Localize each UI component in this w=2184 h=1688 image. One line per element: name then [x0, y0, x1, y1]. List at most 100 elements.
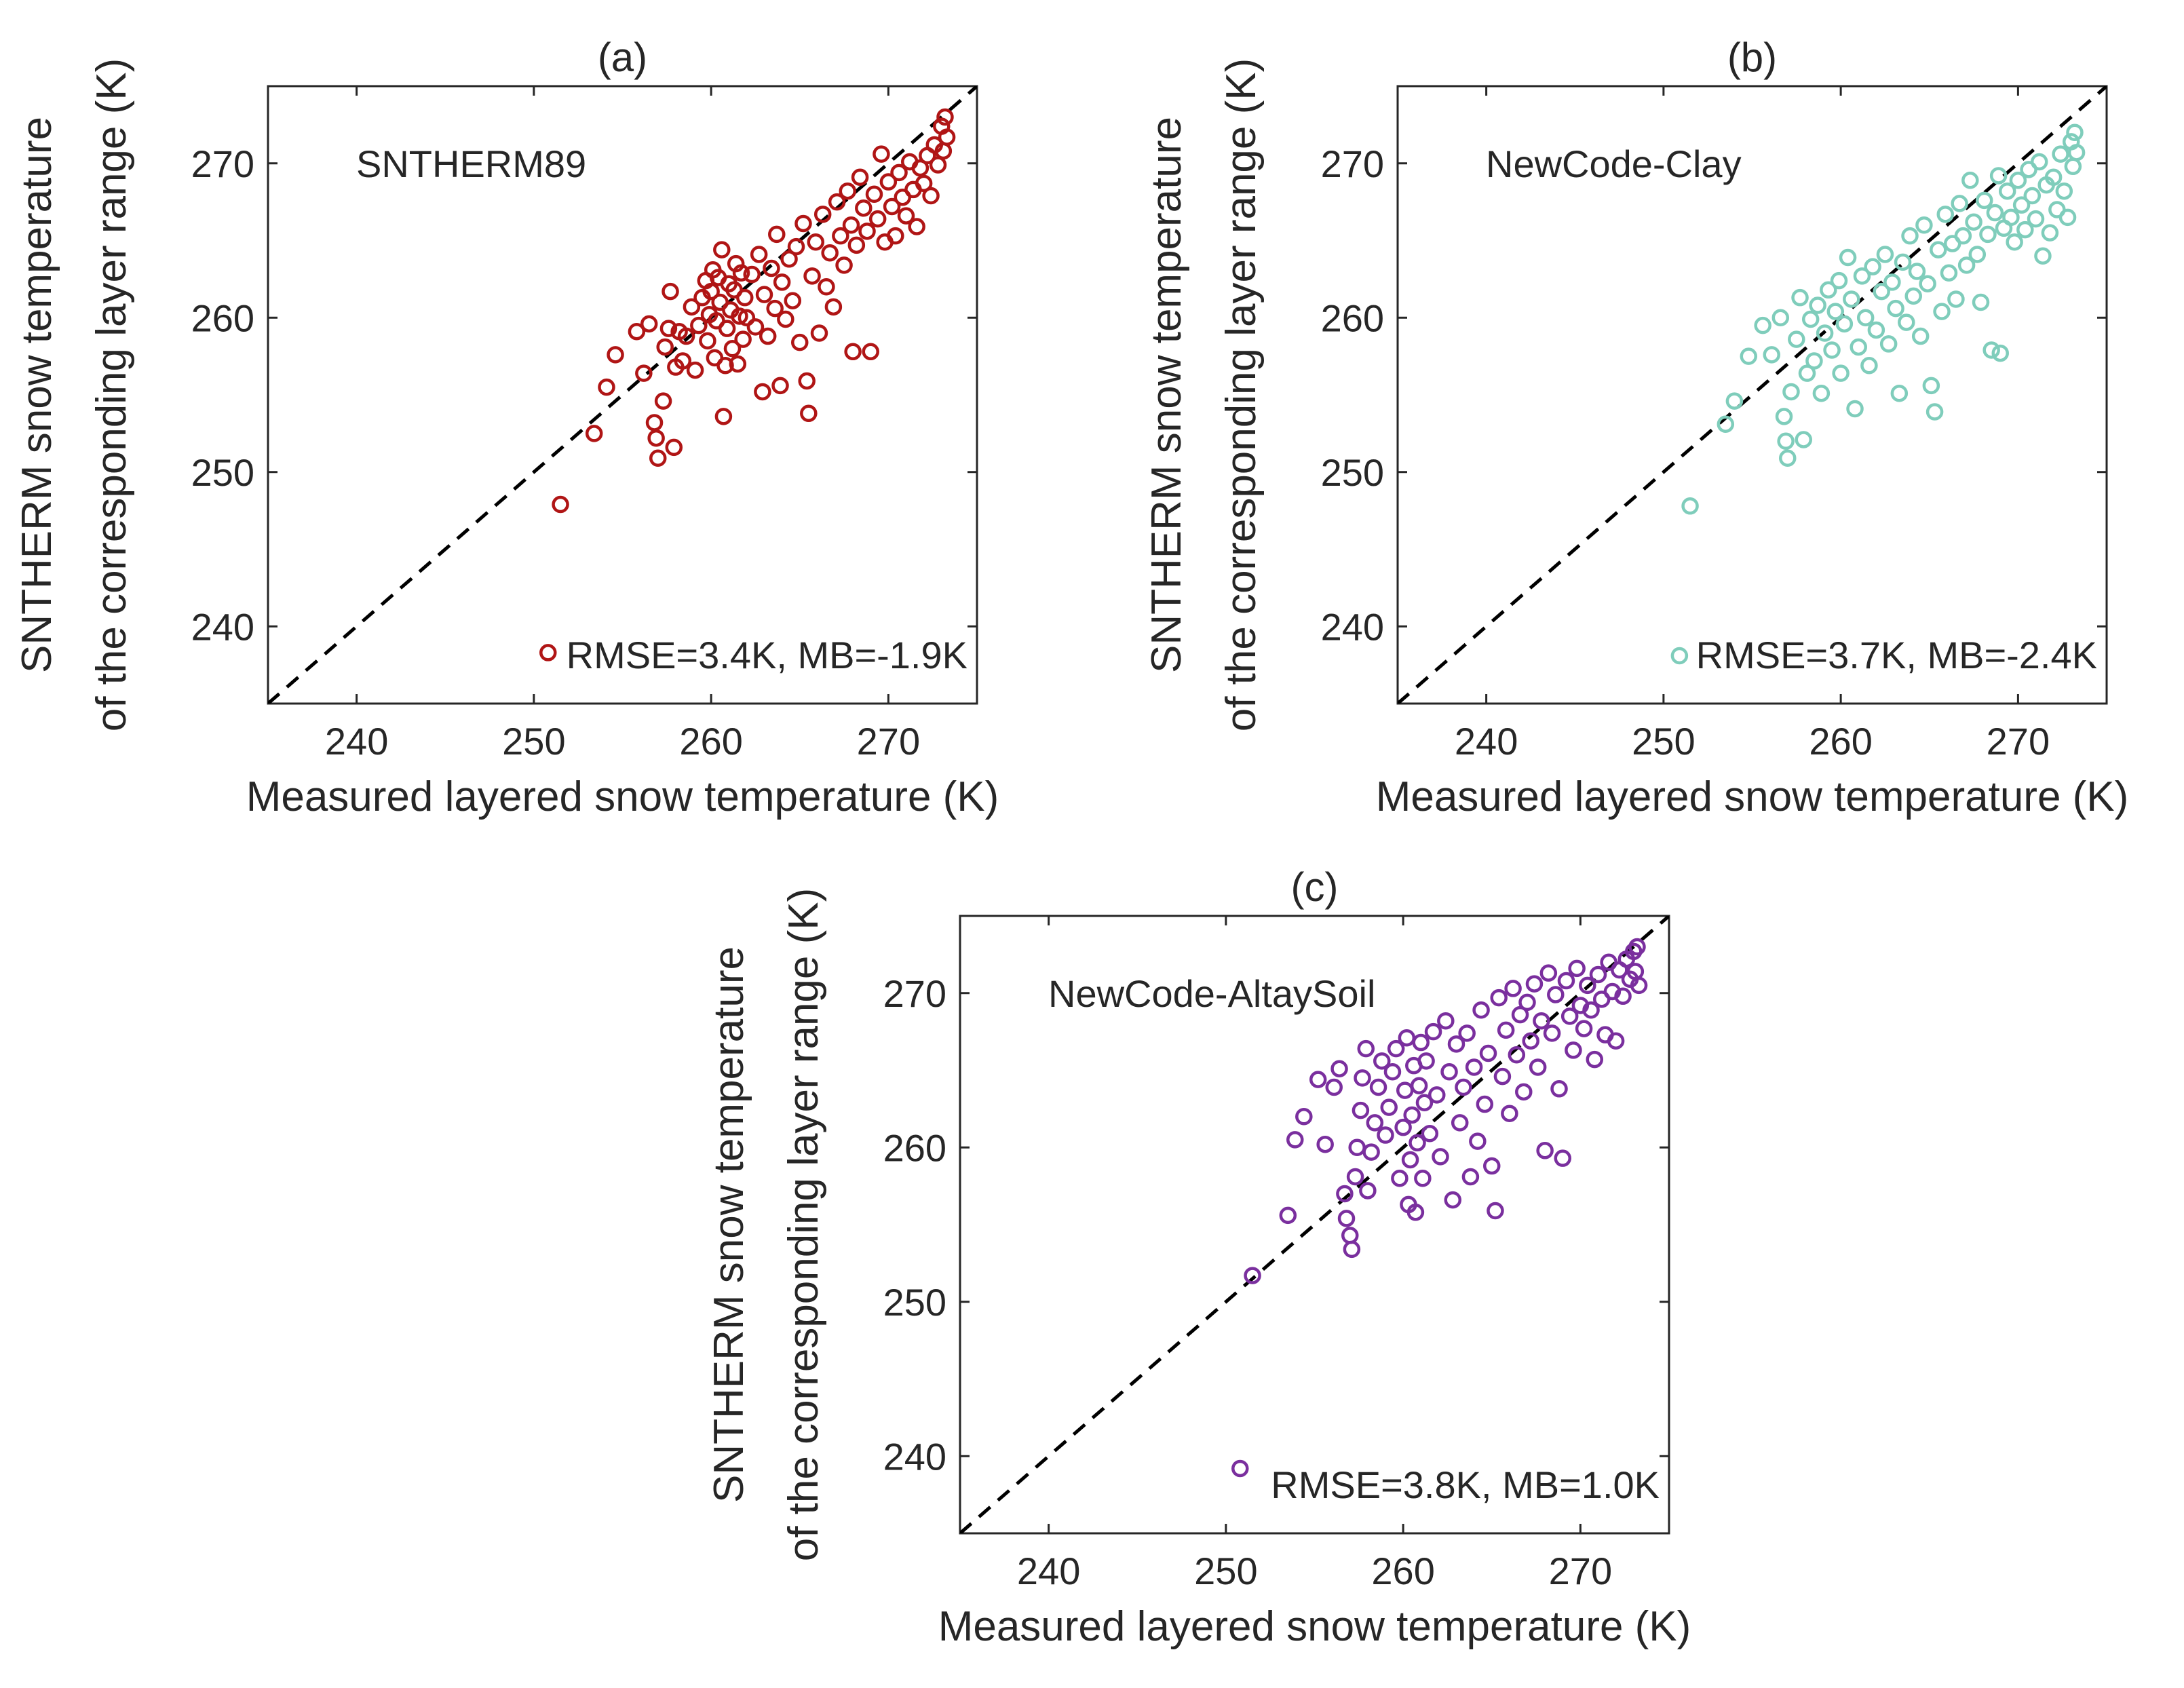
y-axis-label-line1: SNTHERM snow temperature — [14, 117, 60, 673]
scatter-point — [1940, 264, 1958, 282]
scatter-point — [1998, 182, 2016, 200]
scatter-point — [1483, 1157, 1501, 1175]
scatter-point — [2067, 144, 2086, 161]
y-tick-label: 250 — [191, 451, 254, 494]
scatter-point — [1465, 1058, 1483, 1076]
scatter-point — [1586, 1050, 1604, 1069]
scatter-point — [1383, 1063, 1402, 1081]
scatter-point — [1901, 227, 1919, 245]
scatter-point — [2052, 145, 2069, 163]
panel-c: 240 250 260 270 240 250 260 270 NewCode-AltaySoi… — [706, 864, 1691, 1650]
x-tick-label: 240 — [325, 720, 388, 763]
panel-b: 240 250 260 270 240 250 260 270 NewCode-Clay RMSE… — [1143, 35, 2128, 820]
scatter-point — [855, 199, 873, 217]
scatter-point — [1369, 1078, 1387, 1096]
scatter-point — [2044, 168, 2063, 186]
scatter-point — [865, 185, 883, 203]
scatter-point — [1409, 1134, 1426, 1152]
scatter-point — [1908, 263, 1926, 280]
scatter-point — [716, 357, 734, 375]
scatter-point — [1437, 1012, 1455, 1030]
scatter-point — [754, 383, 771, 401]
scatter-point — [1628, 938, 1646, 956]
scatter-point — [862, 343, 879, 361]
x-tick-label: 270 — [1549, 1550, 1612, 1592]
scatter-point — [2064, 157, 2082, 176]
scatter-point — [938, 128, 956, 146]
scatter-point — [1518, 993, 1536, 1012]
x-tick-label: 270 — [857, 720, 920, 763]
scatter-point — [714, 408, 733, 425]
scatter-point — [1458, 1024, 1476, 1042]
panel-title: (b) — [1727, 35, 1777, 80]
scatter-point — [821, 244, 839, 262]
x-axis-label: Measured layered snow temperature (K) — [1376, 773, 2129, 820]
scatter-point — [1373, 1052, 1391, 1070]
model-label: SNTHERM89 — [356, 142, 586, 185]
scatter-point — [858, 223, 876, 240]
scatter-point — [1856, 309, 1875, 326]
panel-a: 240 250 260 270 240 250 260 270 SNTHERM89 RMSE=3.… — [14, 35, 999, 820]
scatter-point — [1826, 303, 1845, 320]
scatter-point — [1396, 1081, 1414, 1099]
scatter-point — [1791, 288, 1809, 307]
y-axis-label-line2: of the corresponding layer range (K) — [780, 888, 827, 1562]
scatter-point — [1926, 403, 1944, 421]
stats-label: RMSE=3.7K, MB=-2.4K — [1696, 634, 2097, 676]
scatter-point — [1406, 1204, 1425, 1221]
scatter-point — [628, 322, 646, 341]
scatter-point — [1504, 980, 1522, 997]
scatter-point — [803, 267, 821, 285]
scatter-point — [1403, 1106, 1421, 1124]
scatter-point — [1801, 310, 1820, 328]
scatter-point — [1380, 1098, 1398, 1116]
scatter-point — [598, 378, 615, 396]
scatter-point — [1957, 256, 1976, 274]
scatter-point — [1432, 1148, 1449, 1166]
scatter-point — [1539, 964, 1558, 982]
scatter-point — [649, 449, 667, 467]
scatter-point — [2030, 153, 2048, 171]
scatter-point — [1440, 1063, 1458, 1081]
scatter-point — [1377, 1126, 1394, 1144]
scatter-point — [1879, 335, 1898, 353]
scatter-point — [1354, 1069, 1371, 1087]
scatter-point — [1717, 415, 1735, 433]
scatter-point — [674, 352, 692, 370]
scatter-point — [1839, 248, 1857, 267]
scatter-point — [1529, 1058, 1547, 1076]
scatter-point — [1554, 1149, 1571, 1167]
scatter-point — [1630, 976, 1648, 995]
x-tick-label: 260 — [1371, 1550, 1434, 1592]
axes-frame — [267, 85, 978, 705]
scatter-point — [1472, 1001, 1490, 1019]
scatter-point — [1525, 975, 1544, 993]
y-tick-label: 260 — [1321, 296, 1384, 339]
scatter-point — [1607, 1032, 1625, 1050]
y-tick-label: 240 — [883, 1435, 946, 1478]
scatter-point — [1725, 392, 1744, 410]
x-axis-label: Measured layered snow temperature (K) — [938, 1603, 1691, 1650]
scatter-point — [2055, 182, 2073, 200]
scatter-point — [665, 438, 683, 457]
scatter-point — [1244, 1267, 1261, 1284]
scatter-point — [1560, 1008, 1579, 1025]
scatter-point — [1883, 273, 1901, 291]
scatter-point — [1965, 213, 1982, 231]
scatter-point — [1850, 338, 1867, 356]
stats-label: RMSE=3.8K, MB=1.0K — [1271, 1463, 1660, 1506]
scatter-point — [750, 246, 768, 263]
scatter-point — [807, 233, 825, 251]
scatter-point — [1565, 1041, 1582, 1059]
scatter-point — [1579, 976, 1596, 995]
scatter-point — [1754, 316, 1771, 334]
scatter-point — [1930, 241, 1947, 258]
scatter-point — [1412, 1033, 1430, 1052]
x-axis-label: Measured layered snow temperature (K) — [246, 773, 999, 820]
scatter-point — [873, 145, 890, 163]
y-tick-label: 270 — [1321, 142, 1384, 185]
scatter-point — [635, 364, 653, 382]
scatter-point — [1795, 431, 1813, 448]
scatter-point — [734, 330, 752, 348]
scatter-point — [1533, 1012, 1550, 1030]
